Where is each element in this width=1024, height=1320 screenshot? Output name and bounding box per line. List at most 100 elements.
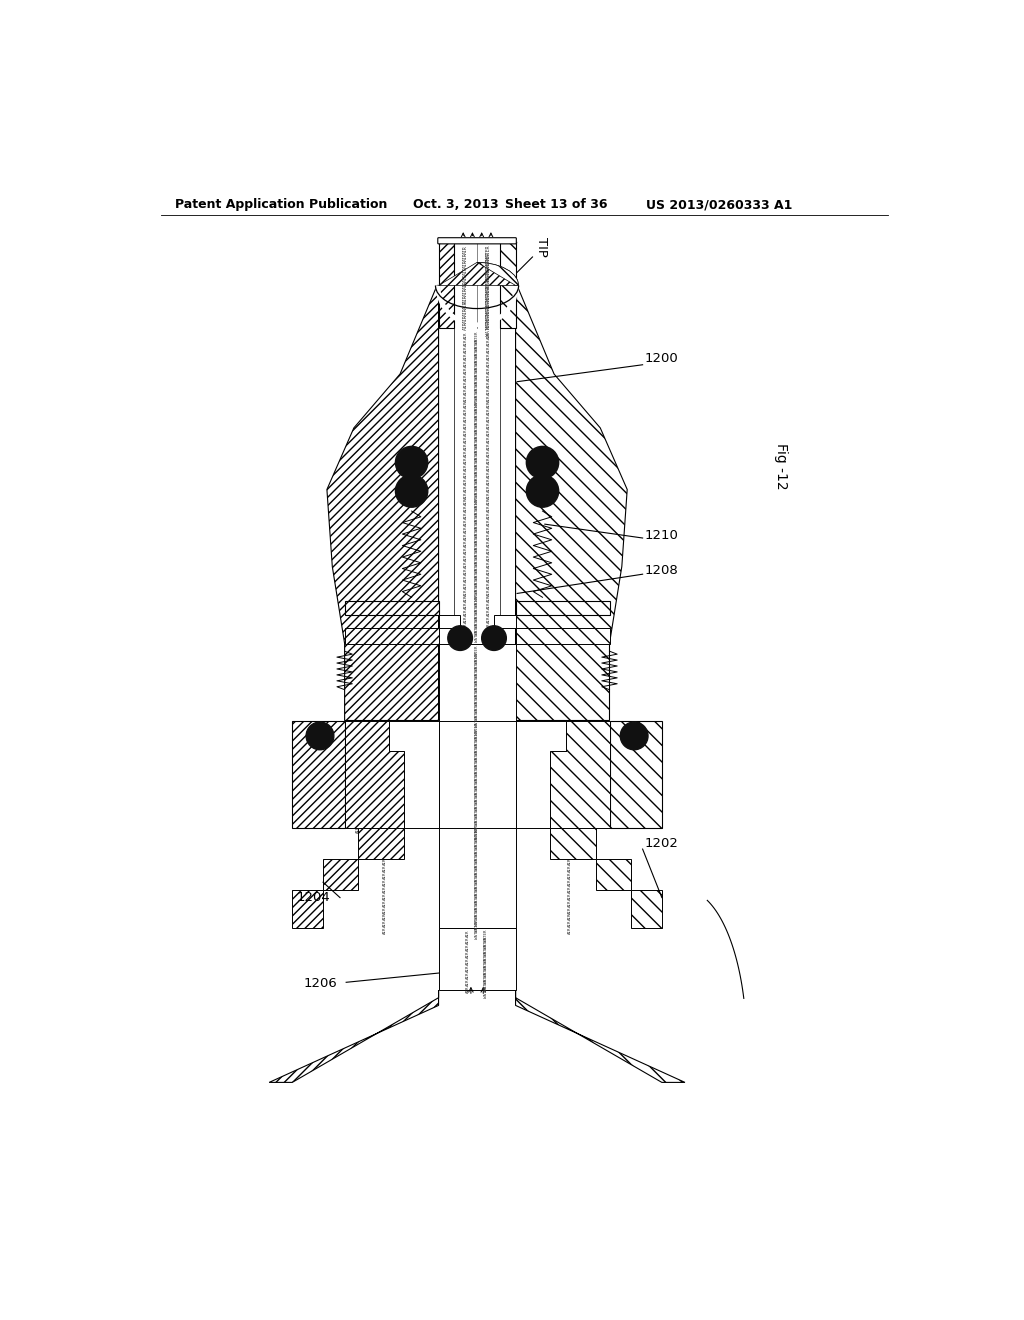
- Text: WATER: WATER: [475, 352, 479, 364]
- Text: AIR: AIR: [486, 478, 490, 484]
- Text: AIR: AIR: [486, 519, 490, 527]
- Polygon shape: [438, 644, 515, 721]
- Text: WATER: WATER: [475, 574, 479, 586]
- Text: AIR: AIR: [355, 750, 359, 758]
- Text: WATER: WATER: [475, 714, 479, 727]
- Text: WATER: WATER: [475, 470, 479, 483]
- Text: AIR: AIR: [464, 615, 468, 623]
- Text: AIR: AIR: [464, 630, 468, 638]
- Text: AIR: AIR: [466, 950, 470, 958]
- Text: AIR: AIR: [567, 886, 571, 892]
- Text: AIR: AIR: [486, 491, 490, 499]
- Text: WATER: WATER: [475, 886, 479, 898]
- Text: AIR: AIR: [464, 589, 468, 595]
- Text: WATER: WATER: [475, 693, 479, 706]
- Text: AIR: AIR: [464, 414, 468, 422]
- Text: WATER: WATER: [486, 294, 492, 309]
- Text: AIR: AIR: [464, 346, 468, 352]
- Text: WATER: WATER: [475, 805, 479, 817]
- Text: AIR: AIR: [466, 972, 470, 979]
- Text: WATER: WATER: [484, 965, 488, 977]
- Text: AIR: AIR: [464, 533, 468, 540]
- Text: AIR: AIR: [567, 830, 571, 837]
- Text: AIR: AIR: [464, 408, 468, 416]
- Polygon shape: [550, 721, 609, 829]
- Text: AIR: AIR: [383, 899, 387, 907]
- Text: AIR: AIR: [355, 826, 359, 833]
- Text: WATER: WATER: [475, 913, 479, 925]
- Text: AIR: AIR: [567, 871, 571, 879]
- Polygon shape: [550, 829, 596, 859]
- Text: AIR: AIR: [464, 609, 468, 616]
- Text: WATER: WATER: [475, 826, 479, 838]
- Circle shape: [481, 626, 506, 651]
- Text: AIR: AIR: [466, 978, 470, 986]
- Text: WATER: WATER: [475, 652, 479, 664]
- Polygon shape: [345, 601, 438, 615]
- Text: AIR: AIR: [594, 756, 598, 764]
- Text: WATER: WATER: [475, 449, 479, 462]
- Text: AIR: AIR: [567, 899, 571, 907]
- Polygon shape: [515, 601, 609, 615]
- Text: WATER: WATER: [475, 818, 479, 832]
- Polygon shape: [357, 829, 403, 859]
- Text: WATER: WATER: [486, 286, 492, 301]
- Text: AIR: AIR: [486, 414, 490, 422]
- Text: AIR: AIR: [464, 463, 468, 471]
- Text: AIR: AIR: [464, 512, 468, 519]
- Text: WATER: WATER: [475, 540, 479, 552]
- Text: WATER: WATER: [475, 346, 479, 358]
- Text: AIR: AIR: [463, 286, 468, 296]
- Text: WATER: WATER: [486, 280, 492, 294]
- Polygon shape: [438, 615, 460, 628]
- Text: AIR: AIR: [355, 799, 359, 805]
- Text: WATER: WATER: [475, 843, 479, 857]
- Text: AIR: AIR: [486, 395, 490, 401]
- Text: AIR: AIR: [486, 442, 490, 450]
- Text: AIR: AIR: [464, 457, 468, 463]
- Text: WATER: WATER: [475, 878, 479, 891]
- Text: AIR: AIR: [486, 449, 490, 457]
- Text: WATER: WATER: [475, 525, 479, 539]
- Text: WATER: WATER: [475, 560, 479, 573]
- Text: AIR: AIR: [486, 484, 490, 491]
- Text: WATER: WATER: [475, 665, 479, 678]
- Polygon shape: [438, 263, 518, 285]
- Text: WATER: WATER: [475, 756, 479, 770]
- Text: AIR: AIR: [383, 920, 387, 928]
- Text: AIR: AIR: [486, 615, 490, 623]
- Polygon shape: [515, 721, 565, 829]
- Text: AIR: AIR: [567, 913, 571, 920]
- Text: AIR: AIR: [383, 837, 387, 845]
- Text: AIR: AIR: [464, 380, 468, 388]
- Text: WATER: WATER: [475, 920, 479, 932]
- Text: WATER: WATER: [475, 331, 479, 345]
- Text: AIR: AIR: [464, 352, 468, 360]
- Text: AIR: AIR: [463, 259, 468, 268]
- Text: AIR: AIR: [486, 339, 490, 346]
- Text: WATER: WATER: [486, 308, 492, 322]
- Text: WATER: WATER: [475, 498, 479, 511]
- Text: WATER: WATER: [486, 259, 492, 273]
- Text: AIR: AIR: [464, 553, 468, 561]
- Text: AIR: AIR: [355, 812, 359, 820]
- Circle shape: [395, 446, 428, 479]
- Text: AIR: AIR: [594, 777, 598, 785]
- Text: AIR: AIR: [466, 985, 470, 993]
- Text: AIR: AIR: [464, 470, 468, 478]
- Text: WATER: WATER: [475, 645, 479, 657]
- Text: AIR: AIR: [486, 408, 490, 416]
- Text: AIR: AIR: [463, 252, 468, 261]
- Text: WATER: WATER: [475, 436, 479, 447]
- Polygon shape: [438, 829, 515, 928]
- Text: AIR: AIR: [464, 339, 468, 346]
- Text: AIR: AIR: [355, 737, 359, 743]
- Text: AIR: AIR: [463, 273, 468, 281]
- Text: AIR: AIR: [594, 763, 598, 771]
- Text: AIR: AIR: [486, 380, 490, 388]
- Text: AIR: AIR: [355, 818, 359, 826]
- Text: AIR: AIR: [464, 359, 468, 367]
- Text: AIR: AIR: [463, 267, 468, 275]
- Text: AIR: AIR: [464, 498, 468, 506]
- Text: WATER: WATER: [475, 408, 479, 420]
